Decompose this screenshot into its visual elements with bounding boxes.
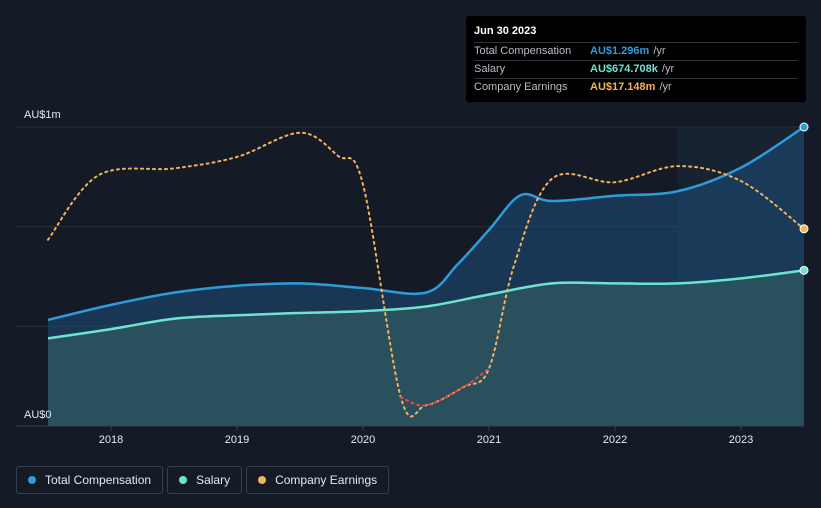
x-tick-label: 2019 — [225, 434, 249, 446]
tooltip-panel: Jun 30 2023 Total Compensation AU$1.296m… — [466, 16, 806, 102]
x-tick-label: 2020 — [351, 434, 375, 446]
tooltip-row-salary: Salary AU$674.708k /yr — [474, 61, 798, 79]
total-compensation-end-marker — [799, 122, 809, 132]
salary-end-marker — [799, 265, 809, 275]
company-earnings-end-marker — [799, 224, 809, 234]
tooltip-unit: /yr — [659, 81, 672, 93]
legend-label: Company Earnings — [275, 473, 378, 487]
tooltip-label: Company Earnings — [474, 81, 568, 93]
tooltip-row-company-earnings: Company Earnings AU$17.148m /yr — [474, 79, 798, 96]
legend-dot-icon — [28, 476, 36, 484]
x-tick-label: 2022 — [603, 434, 627, 446]
salary-line — [47, 269, 805, 340]
chart-legend: Total Compensation Salary Company Earnin… — [16, 466, 390, 494]
salary-area — [48, 270, 804, 426]
x-tick-label: 2023 — [729, 434, 753, 446]
tooltip-row-total-compensation: Total Compensation AU$1.296m /yr — [474, 43, 798, 61]
y-axis-bottom-label: AU$0 — [24, 409, 52, 421]
legend-dot-icon — [258, 476, 267, 484]
tooltip-unit: /yr — [661, 63, 675, 75]
tooltip-value: AU$674.708k — [590, 63, 658, 75]
legend-label: Total Compensation — [45, 473, 152, 487]
series-areas — [48, 127, 804, 426]
legend-dot-icon — [179, 476, 188, 484]
company-earnings-decline-segment — [399, 367, 490, 407]
tooltip-label: Salary — [474, 63, 506, 75]
x-axis: 2018 2019 2020 2021 2022 2023 — [16, 425, 804, 446]
legend-label: Salary — [196, 473, 231, 487]
legend-item-salary[interactable]: Salary — [167, 466, 243, 494]
series-lines — [47, 122, 809, 418]
tooltip-unit: /yr — [653, 45, 666, 57]
tooltip-label: Total Compensation — [474, 45, 572, 57]
x-tick-label: 2018 — [99, 434, 123, 446]
tooltip-value: AU$17.148m — [590, 81, 656, 93]
legend-item-company-earnings[interactable]: Company Earnings — [246, 466, 390, 494]
x-tick-label: 2021 — [477, 434, 501, 446]
compensation-chart: 2018 2019 2020 2021 2022 2023 AU$1m AU$0 — [16, 109, 809, 446]
tooltip-date: Jun 30 2023 — [474, 24, 798, 43]
y-axis-top-label: AU$1m — [24, 109, 61, 121]
tooltip-value: AU$1.296m — [590, 45, 650, 57]
legend-item-total-compensation[interactable]: Total Compensation — [16, 466, 164, 494]
total-compensation-line — [47, 125, 805, 322]
company-earnings-line — [47, 131, 805, 418]
